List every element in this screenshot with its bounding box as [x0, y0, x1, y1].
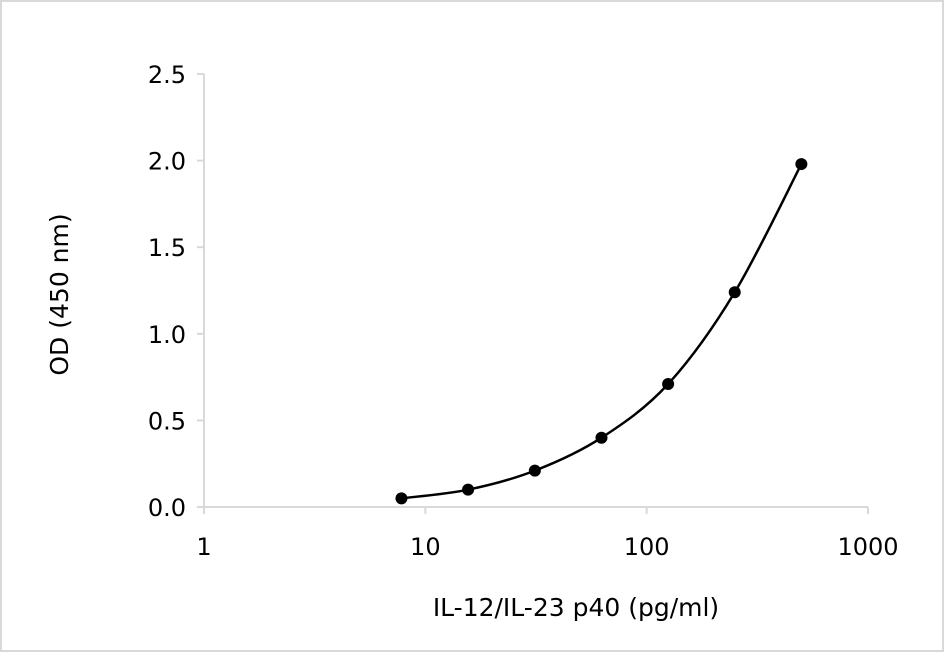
x-ticks: 1 10 100 1000: [196, 507, 899, 561]
data-point: [462, 483, 475, 496]
data-point: [728, 286, 741, 299]
y-tick-label: 0.5: [148, 407, 186, 435]
y-tick-label: 1.0: [148, 321, 186, 349]
y-axis-title: OD (450 nm): [45, 213, 74, 375]
data-point: [395, 492, 408, 505]
y-tick-label: 2.0: [148, 148, 186, 176]
y-tick-label: 2.5: [148, 61, 186, 89]
data-point: [662, 378, 675, 391]
x-tick-label: 10: [410, 533, 441, 561]
data-point: [795, 158, 808, 171]
x-tick-label: 1: [196, 533, 211, 561]
x-axis-title: IL-12/IL-23 p40 (pg/ml): [433, 593, 719, 622]
data-points: [395, 158, 808, 505]
fitted-curve: [401, 163, 803, 500]
x-tick-label: 100: [624, 533, 670, 561]
x-tick-label: 1000: [837, 533, 898, 561]
y-ticks: 0.0 0.5 1.0 1.5 2.0 2.5: [148, 61, 204, 522]
y-tick-label: 1.5: [148, 234, 186, 262]
axes: [203, 74, 868, 508]
data-point: [528, 464, 541, 477]
y-tick-label: 0.0: [148, 494, 186, 522]
data-point: [595, 431, 608, 444]
